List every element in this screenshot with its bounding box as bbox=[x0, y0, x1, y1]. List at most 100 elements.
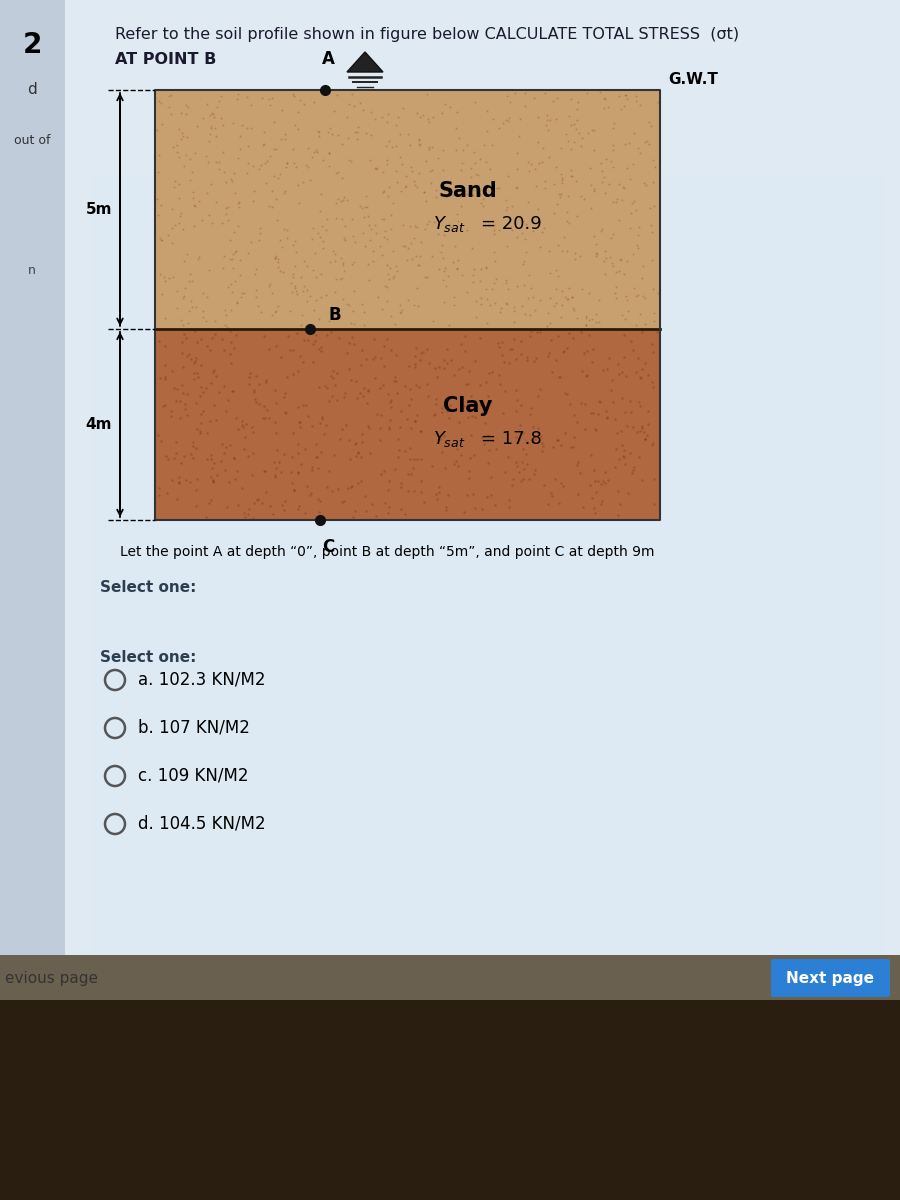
Point bbox=[288, 276, 302, 295]
Point bbox=[356, 433, 370, 452]
Point bbox=[266, 181, 280, 200]
Point bbox=[419, 215, 434, 234]
Point bbox=[375, 376, 390, 395]
Point bbox=[413, 233, 428, 252]
Point bbox=[468, 92, 482, 112]
Point bbox=[309, 325, 323, 344]
Point bbox=[620, 158, 634, 178]
Point bbox=[233, 251, 248, 270]
Point bbox=[333, 270, 347, 289]
Point bbox=[500, 198, 514, 217]
Point bbox=[222, 344, 237, 364]
Point bbox=[227, 448, 241, 467]
Point bbox=[203, 445, 218, 464]
Point bbox=[347, 233, 362, 252]
Point bbox=[313, 228, 328, 247]
Point bbox=[199, 508, 213, 527]
Point bbox=[432, 260, 446, 280]
Point bbox=[502, 354, 517, 373]
Point bbox=[158, 395, 172, 414]
Point bbox=[222, 436, 237, 455]
Point bbox=[617, 97, 632, 116]
Point bbox=[461, 374, 475, 394]
Point bbox=[287, 278, 302, 298]
Point bbox=[508, 427, 523, 446]
Point bbox=[206, 470, 220, 490]
Point bbox=[251, 490, 266, 509]
Point bbox=[287, 481, 302, 500]
Point bbox=[641, 365, 655, 384]
Point bbox=[439, 497, 454, 516]
Point bbox=[346, 282, 361, 301]
Point bbox=[505, 340, 519, 359]
Point bbox=[529, 349, 544, 368]
Point bbox=[645, 436, 660, 455]
Point bbox=[212, 152, 227, 172]
Point bbox=[310, 458, 325, 478]
Point bbox=[219, 401, 233, 420]
Point bbox=[275, 101, 290, 120]
Point bbox=[309, 332, 323, 352]
Point bbox=[460, 485, 474, 504]
Point bbox=[392, 440, 406, 460]
Point bbox=[328, 376, 343, 395]
Point bbox=[384, 205, 399, 224]
Point bbox=[166, 361, 180, 380]
Point bbox=[251, 296, 266, 316]
Point bbox=[567, 427, 581, 446]
Point bbox=[384, 220, 399, 239]
Point bbox=[404, 390, 419, 409]
Point bbox=[422, 139, 436, 158]
Point bbox=[499, 270, 513, 289]
Point bbox=[182, 272, 196, 292]
Point bbox=[544, 362, 559, 382]
Point bbox=[606, 253, 620, 272]
Point bbox=[461, 408, 475, 427]
Point bbox=[420, 340, 435, 359]
Point bbox=[591, 472, 606, 491]
Point bbox=[485, 362, 500, 382]
Point bbox=[579, 308, 593, 328]
Point bbox=[267, 167, 282, 186]
Point bbox=[410, 103, 425, 122]
Point bbox=[436, 161, 451, 180]
Point bbox=[267, 380, 282, 400]
Point bbox=[594, 173, 608, 192]
Point bbox=[307, 143, 321, 162]
Point bbox=[464, 167, 478, 186]
Point bbox=[400, 250, 415, 269]
Point bbox=[439, 276, 454, 295]
Point bbox=[456, 140, 471, 160]
Point bbox=[565, 288, 580, 307]
Point bbox=[399, 167, 413, 186]
Point bbox=[186, 437, 201, 456]
Point bbox=[355, 341, 369, 360]
Point bbox=[408, 175, 422, 194]
Point bbox=[379, 137, 393, 156]
Point bbox=[482, 160, 497, 179]
Point bbox=[227, 163, 241, 182]
Point bbox=[248, 392, 263, 412]
Point bbox=[507, 330, 521, 349]
Point bbox=[176, 316, 191, 335]
Point bbox=[538, 83, 553, 102]
Point bbox=[480, 313, 494, 332]
Point bbox=[540, 347, 554, 366]
Point bbox=[563, 395, 578, 414]
Point bbox=[516, 211, 530, 230]
Point bbox=[606, 157, 620, 176]
Point bbox=[472, 271, 487, 290]
Point bbox=[183, 473, 197, 492]
Text: AT POINT B: AT POINT B bbox=[115, 53, 216, 67]
Point bbox=[542, 241, 556, 260]
Point bbox=[341, 479, 356, 498]
Point bbox=[544, 330, 559, 349]
Point bbox=[628, 91, 643, 110]
Point bbox=[357, 236, 372, 256]
Point bbox=[508, 401, 523, 420]
Point bbox=[356, 198, 370, 217]
Point bbox=[194, 421, 208, 440]
Point bbox=[225, 382, 239, 401]
Point bbox=[223, 300, 238, 319]
Point bbox=[327, 308, 341, 328]
